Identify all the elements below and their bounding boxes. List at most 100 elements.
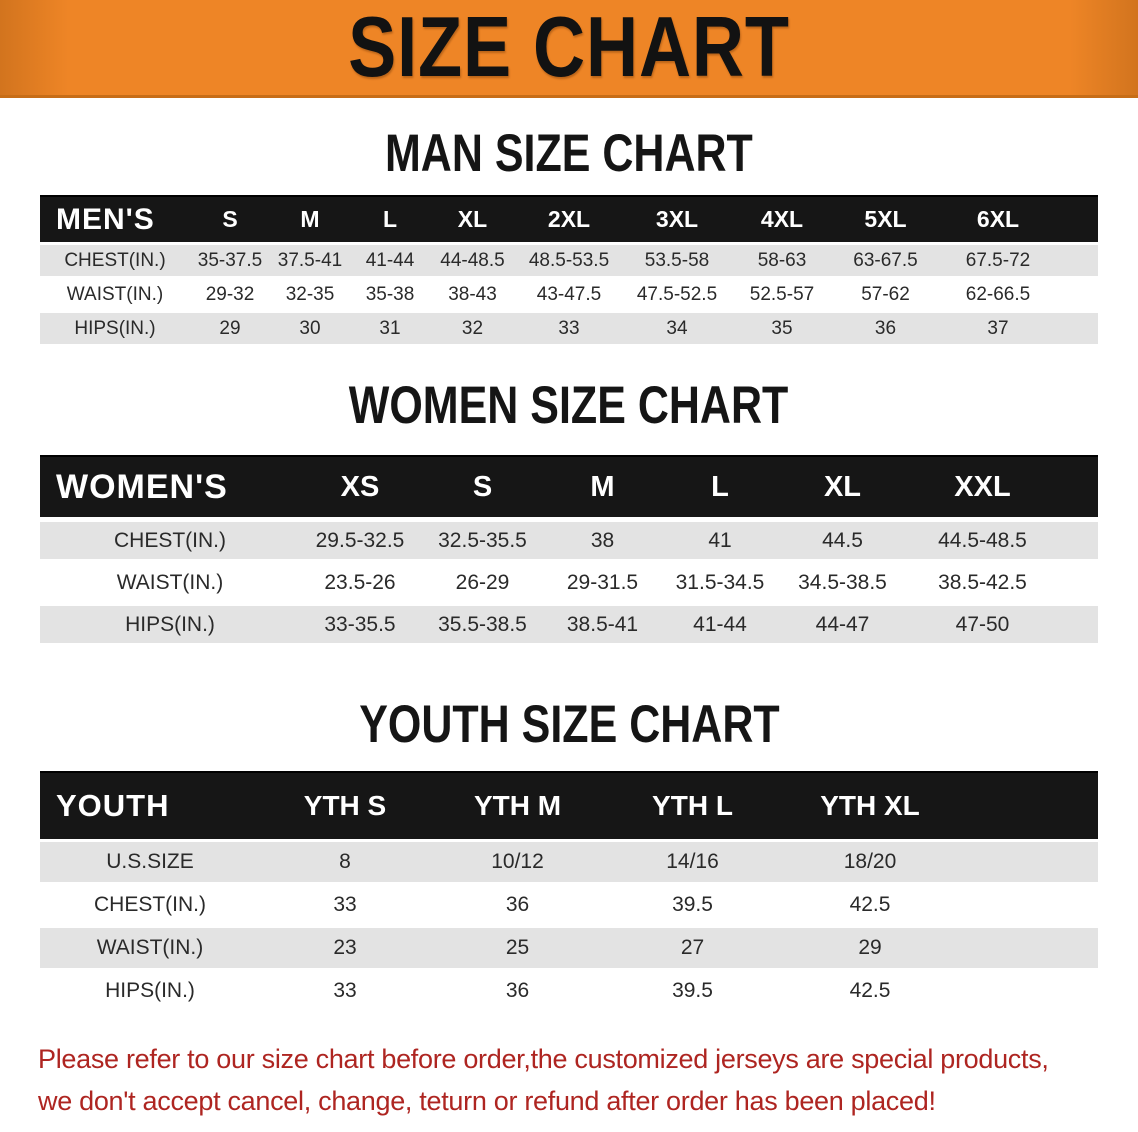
mens-table-label: MEN'S [56, 202, 155, 236]
youth-table-header-row: YOUTH YTH S YTH M YTH L YTH XL [40, 771, 1098, 839]
col-header-6xl: 6XL [976, 206, 1020, 232]
size-cell: 33 [333, 893, 357, 916]
col-header-yth-m: YTH M [473, 790, 562, 821]
womens-table-label: WOMEN'S [56, 467, 228, 506]
size-cell: 44-47 [815, 612, 870, 636]
size-cell: 25 [505, 936, 530, 959]
women-section-heading-text: WOMEN SIZE CHART [349, 375, 789, 435]
size-cell: 39.5 [672, 979, 713, 1002]
size-cell: 29 [858, 936, 882, 959]
womens-hips-row: HIPS(IN.) 33-35.5 35.5-38.5 38.5-41 41-4… [40, 606, 1098, 643]
row-label: HIPS(IN.) [105, 979, 195, 1002]
row-label: WAIST(IN.) [66, 283, 164, 305]
col-header-xl: XL [457, 206, 488, 232]
disclaimer-line-1: Please refer to our size chart before or… [38, 1044, 1049, 1074]
size-cell: 35-38 [365, 283, 415, 305]
size-cell: 23 [333, 936, 357, 959]
youth-chest-row: CHEST(IN.) 33 36 39.5 42.5 [40, 885, 1098, 925]
size-cell: 43-47.5 [536, 283, 602, 305]
disclaimer-line-2: we don't accept cancel, change, teturn o… [38, 1086, 936, 1116]
row-label: HIPS(IN.) [125, 612, 215, 636]
row-label: CHEST(IN.) [94, 893, 206, 916]
size-cell: 44.5 [822, 528, 863, 552]
size-cell: 33-35.5 [324, 612, 396, 636]
size-cell: 44-48.5 [440, 249, 505, 271]
womens-waist-row: WAIST(IN.) 23.5-26 26-29 29-31.5 31.5-34… [40, 564, 1098, 601]
row-label: CHEST(IN.) [114, 528, 226, 552]
col-header-l: L [382, 206, 398, 232]
size-cell: 37.5-41 [277, 249, 343, 271]
youth-waist-row: WAIST(IN.) 23 25 27 29 [40, 928, 1098, 968]
youth-section-heading-text: YOUTH SIZE CHART [358, 694, 780, 754]
banner-title: SIZE CHART [348, 0, 790, 95]
women-section-heading: WOMEN SIZE CHART [0, 375, 1138, 435]
size-cell: 62-66.5 [965, 283, 1031, 305]
size-cell: 27 [680, 936, 705, 959]
mens-table-header-row: MEN'S S M L XL 2XL 3XL 4XL 5XL 6XL [40, 195, 1098, 242]
size-cell: 35 [771, 317, 793, 339]
mens-hips-row: HIPS(IN.) 29 30 31 32 33 34 35 36 37 [40, 313, 1098, 344]
womens-size-table: WOMEN'S XS S M L XL XXL CHEST(IN.) 29.5-… [40, 455, 1098, 643]
size-cell: 38.5-41 [566, 612, 639, 636]
size-cell: 41-44 [365, 249, 415, 271]
youth-table-label: YOUTH [56, 788, 170, 823]
col-header-yth-l: YTH L [652, 790, 733, 821]
row-label: WAIST(IN.) [96, 936, 204, 959]
size-cell: 35.5-38.5 [438, 612, 527, 636]
youth-size-table: YOUTH YTH S YTH M YTH L YTH XL U.S.SIZE … [40, 771, 1098, 1011]
size-cell: 57-62 [861, 283, 910, 305]
size-cell: 29.5-32.5 [315, 528, 405, 552]
size-cell: 35-37.5 [197, 249, 263, 271]
size-cell: 52.5-57 [749, 283, 815, 305]
size-cell: 33 [558, 317, 580, 339]
col-header-s: S [472, 470, 493, 503]
youth-hips-row: HIPS(IN.) 33 36 39.5 42.5 [40, 971, 1098, 1011]
col-header-5xl: 5XL [864, 206, 907, 232]
size-cell: 36 [874, 317, 897, 339]
size-cell: 42.5 [849, 893, 891, 916]
size-cell: 58-63 [757, 249, 807, 271]
col-header-l: L [711, 470, 729, 503]
youth-ussize-row: U.S.SIZE 8 10/12 14/16 18/20 [40, 842, 1098, 882]
size-cell: 8 [339, 850, 351, 873]
size-cell: 32.5-35.5 [438, 528, 527, 552]
man-section-heading: MAN SIZE CHART [0, 123, 1138, 183]
size-cell: 37 [987, 317, 1009, 339]
size-cell: 32-35 [285, 283, 335, 305]
size-cell: 39.5 [672, 893, 713, 916]
size-cell: 36 [505, 893, 530, 916]
col-header-xs: XS [340, 470, 380, 503]
size-cell: 47-50 [955, 612, 1010, 636]
size-cell: 31 [379, 317, 401, 339]
womens-table-header-row: WOMEN'S XS S M L XL XXL [40, 455, 1098, 517]
size-cell: 41 [708, 528, 732, 552]
col-header-yth-s: YTH S [303, 790, 387, 821]
row-label: CHEST(IN.) [64, 249, 166, 271]
size-cell: 32 [461, 317, 484, 339]
size-cell: 29 [219, 317, 241, 339]
womens-chest-row: CHEST(IN.) 29.5-32.5 32.5-35.5 38 41 44.… [40, 522, 1098, 559]
man-section-heading-text: MAN SIZE CHART [385, 123, 753, 183]
size-cell: 31.5-34.5 [675, 570, 765, 594]
size-cell: 26-29 [455, 570, 510, 594]
size-cell: 18/20 [843, 850, 897, 873]
size-cell: 44.5-48.5 [938, 528, 1027, 552]
size-cell: 41-44 [693, 612, 747, 636]
col-header-m: M [300, 206, 320, 232]
size-cell: 63-67.5 [853, 249, 918, 271]
mens-size-table: MEN'S S M L XL 2XL 3XL 4XL 5XL 6XL CHEST… [40, 195, 1098, 344]
size-cell: 42.5 [849, 979, 891, 1002]
size-cell: 38-43 [448, 283, 497, 305]
col-header-s: S [222, 206, 238, 232]
col-header-m: M [590, 470, 615, 503]
size-cell: 29-32 [205, 283, 255, 305]
row-label: WAIST(IN.) [116, 570, 224, 594]
size-cell: 53.5-58 [644, 249, 710, 271]
youth-section-heading: YOUTH SIZE CHART [0, 694, 1138, 754]
size-cell: 48.5-53.5 [528, 249, 610, 271]
col-header-xl: XL [823, 470, 862, 503]
size-cell: 10/12 [491, 850, 544, 873]
size-cell: 34.5-38.5 [798, 570, 887, 594]
size-cell: 47.5-52.5 [636, 283, 718, 305]
col-header-yth-xl: YTH XL [820, 790, 920, 821]
